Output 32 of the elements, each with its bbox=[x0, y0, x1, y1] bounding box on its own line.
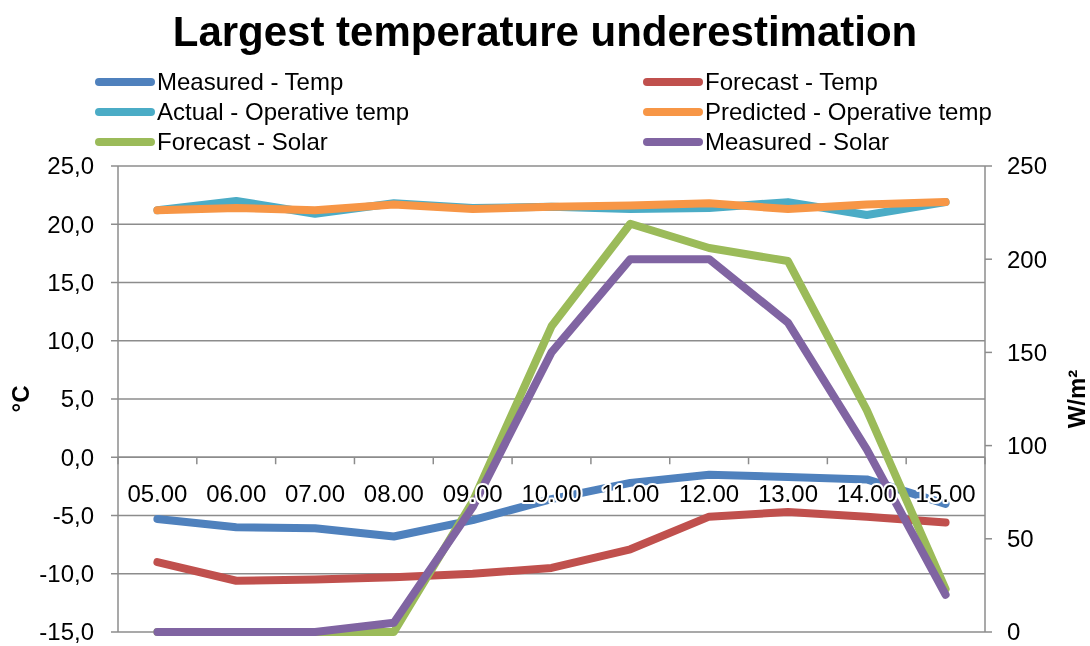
x-tick-label: 12.00 bbox=[679, 480, 740, 508]
y-tick-label: -15,0 bbox=[39, 618, 94, 646]
y-tick-label: 5,0 bbox=[60, 385, 94, 413]
y-axis-title: °C bbox=[7, 385, 34, 413]
x-tick-label: 13.00 bbox=[757, 480, 818, 508]
y2-tick-label: 250 bbox=[1007, 152, 1048, 180]
legend-label: Measured - Temp bbox=[157, 68, 344, 96]
y2-tick-label: 100 bbox=[1007, 432, 1048, 459]
x-tick-label: 07.00 bbox=[285, 480, 346, 508]
x-tick-label: 06.00 bbox=[206, 480, 267, 508]
x-tick-label: 15.00 bbox=[915, 480, 976, 508]
y2-tick-label: 50 bbox=[1007, 525, 1034, 553]
x-tick-label: 05.00 bbox=[127, 480, 188, 508]
x-tick-label: 11.00 bbox=[601, 480, 660, 508]
y2-tick-label: 0 bbox=[1007, 618, 1021, 646]
y-tick-label: 15,0 bbox=[47, 268, 94, 296]
y-tick-label: -10,0 bbox=[39, 560, 94, 588]
legend-label: Actual - Operative temp bbox=[157, 98, 410, 126]
legend-label: Forecast - Temp bbox=[705, 68, 878, 96]
y-tick-label: -5,0 bbox=[52, 501, 94, 529]
y-tick-label: 10,0 bbox=[47, 327, 94, 355]
chart-title: Largest temperature underestimation bbox=[172, 8, 918, 55]
y-tick-label: 25,0 bbox=[47, 152, 94, 180]
y-tick-label: 0,0 bbox=[60, 443, 94, 471]
y2-axis-title: W/m² bbox=[1063, 369, 1090, 429]
y2-tick-label: 150 bbox=[1007, 338, 1048, 366]
y2-tick-label: 200 bbox=[1007, 245, 1048, 273]
y-tick-label: 20,0 bbox=[47, 210, 94, 238]
x-tick-label: 08.00 bbox=[363, 480, 424, 508]
legend-label: Predicted - Operative temp bbox=[705, 98, 992, 126]
legend-label: Measured - Solar bbox=[705, 128, 890, 156]
legend-label: Forecast - Solar bbox=[157, 128, 328, 156]
